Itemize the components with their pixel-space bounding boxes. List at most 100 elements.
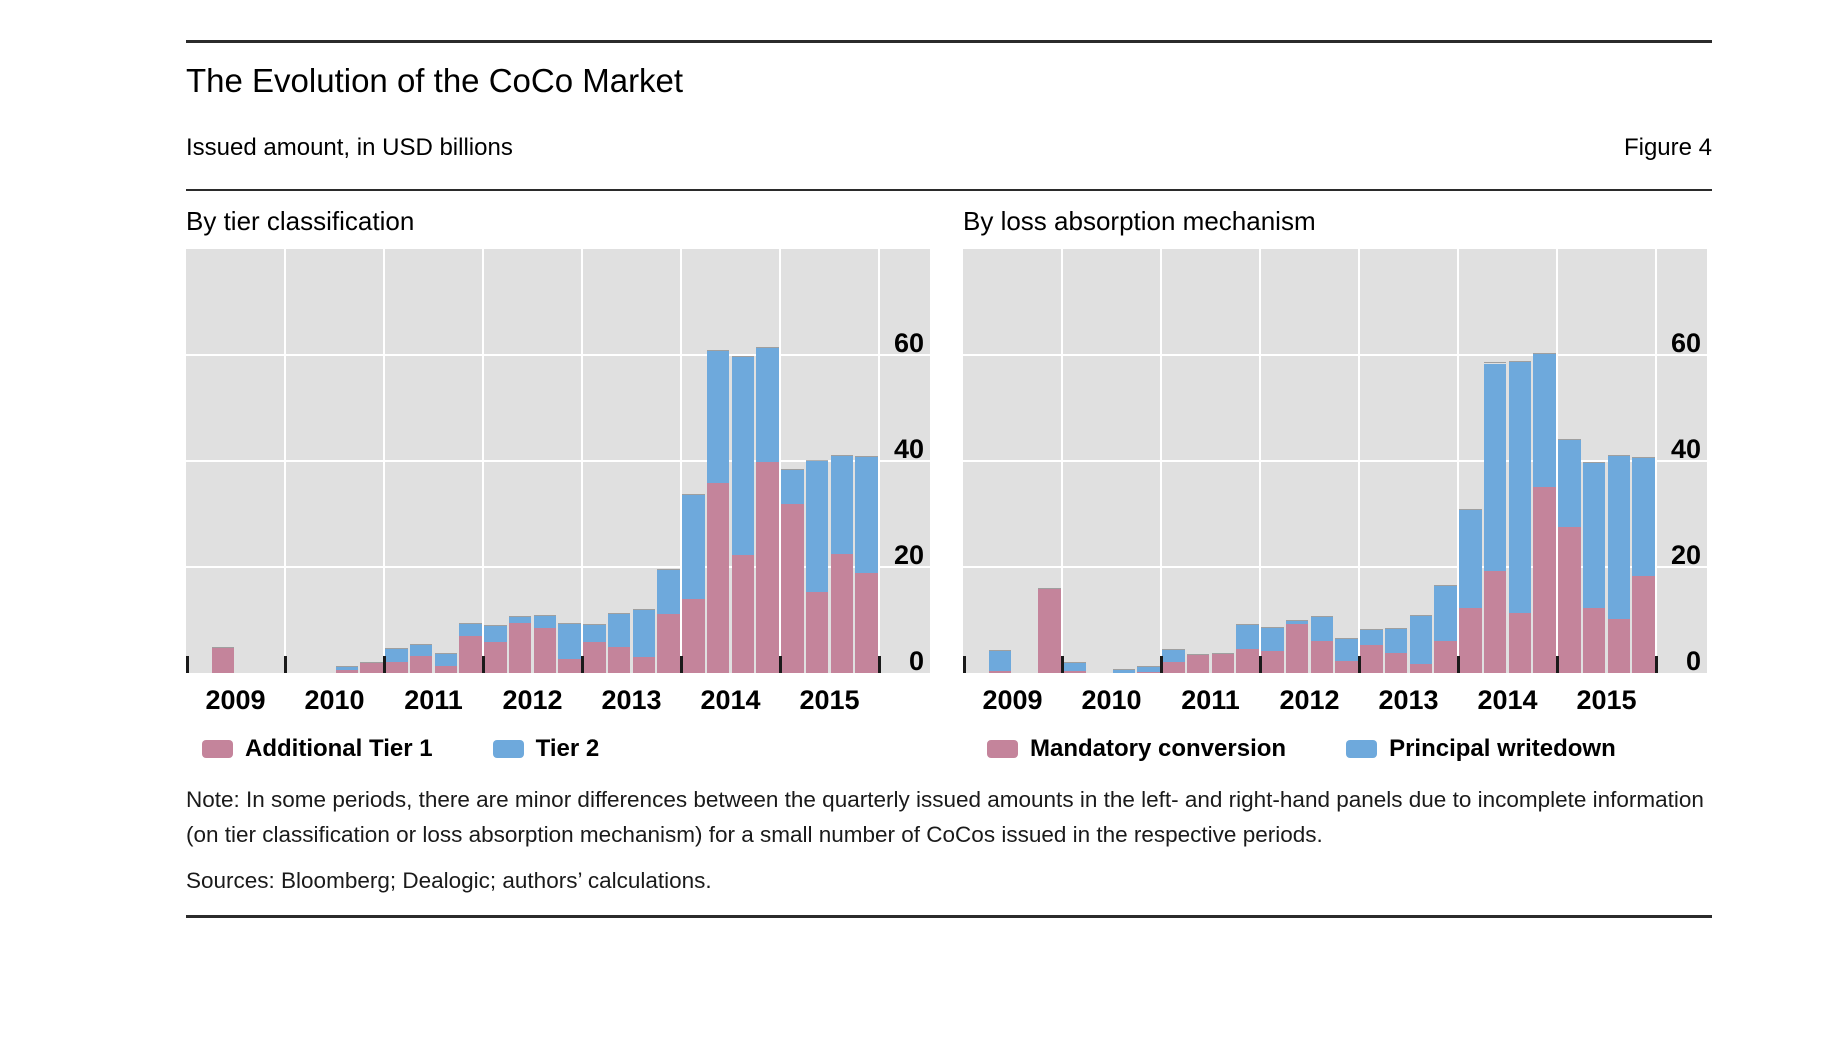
bar-segment-blue	[731, 356, 755, 555]
figure-subtitle: Issued amount, in USD billions	[186, 134, 513, 161]
bar-stack	[1459, 508, 1482, 673]
bar-stack	[1483, 362, 1507, 673]
x-axis-tick	[679, 656, 683, 673]
bar-stack	[1310, 616, 1334, 673]
bar-segment-pink	[805, 592, 829, 673]
bar-segment-blue	[855, 456, 878, 573]
bar-segment-blue	[484, 626, 507, 642]
bar-segment-pink	[459, 636, 482, 673]
bar-segment-pink	[1335, 660, 1358, 673]
legend-swatch-principal-writedown	[1346, 740, 1378, 758]
bar-segment-pink	[434, 666, 458, 673]
bar-segment-blue	[632, 609, 656, 658]
gridline-vertical	[1358, 249, 1360, 673]
bar-segment-pink	[1137, 671, 1160, 673]
x-year-label: 2011	[1181, 685, 1240, 715]
bar-segment-blue	[756, 348, 779, 462]
bar-segment-pink	[1459, 607, 1482, 673]
gridline-horizontal	[186, 460, 930, 462]
bar-segment-blue	[682, 494, 705, 599]
x-axis-tick	[1456, 656, 1460, 673]
gridline-horizontal	[963, 566, 1707, 568]
bar-stack	[409, 644, 433, 673]
bar-segment-blue	[1360, 630, 1383, 645]
gridline-vertical	[581, 249, 583, 673]
y-tick-label: 0	[908, 646, 924, 676]
bar-segment-pink	[1434, 640, 1457, 673]
bar-stack	[434, 652, 458, 673]
gridline-vertical	[878, 249, 880, 673]
x-axis-tick	[1654, 656, 1658, 673]
bar-segment-blue	[1112, 669, 1136, 673]
legend-label: Principal writedown	[1389, 735, 1616, 762]
bar-segment-blue	[1409, 616, 1433, 664]
gridline-vertical	[1556, 249, 1558, 673]
bar-stack	[731, 355, 755, 673]
figure-title: The Evolution of the CoCo Market	[186, 62, 684, 99]
bar-segment-pink	[360, 662, 383, 673]
bar-stack	[1063, 662, 1086, 673]
bar-stack	[1261, 626, 1284, 673]
bar-stack	[1285, 620, 1309, 673]
bar-stack	[1508, 361, 1532, 673]
bar-stack	[1236, 623, 1259, 673]
bar-segment-blue	[583, 625, 606, 643]
bar-segment-blue	[1236, 624, 1259, 650]
bar-segment-blue	[434, 653, 458, 667]
figure-sources: Sources: Bloomberg; Dealogic; authors’ c…	[186, 868, 712, 893]
bar-stack	[607, 612, 631, 673]
x-axis-tick	[877, 656, 881, 673]
legend-label: Tier 2	[535, 735, 600, 762]
bar-segment-blue	[1459, 509, 1482, 608]
subtitle-row: Issued amount, in USD billions Figure 4	[186, 134, 1712, 162]
x-year-label: 2013	[1378, 685, 1439, 715]
bar-segment-pink	[1038, 588, 1061, 673]
bar-stack	[360, 661, 383, 673]
x-axis-tick	[283, 656, 287, 673]
y-tick-label: 40	[893, 434, 924, 464]
bar-segment-blue	[1310, 617, 1334, 642]
bar-segment-blue	[1632, 458, 1655, 577]
gridline-vertical	[284, 249, 286, 673]
bar-stack	[1632, 457, 1655, 673]
bar-segment-pink	[1063, 670, 1086, 673]
bar-stack	[1186, 653, 1210, 673]
bar-segment-pink	[211, 648, 235, 673]
bar-segment-pink	[1360, 644, 1383, 673]
bar-segment-pink	[1186, 654, 1210, 673]
legend-swatch-tier-2	[492, 740, 524, 758]
y-tick-label: 0	[1685, 646, 1701, 676]
x-year-label: 2013	[601, 685, 662, 715]
bar-segment-pink	[1310, 641, 1334, 673]
x-axis-tick	[1060, 656, 1064, 673]
x-year-label: 2014	[700, 685, 761, 715]
bar-segment-pink	[756, 461, 779, 673]
top-rule	[186, 40, 1712, 43]
bar-segment-pink	[632, 657, 656, 673]
bar-stack	[855, 455, 878, 673]
bar-segment-blue	[1582, 463, 1606, 608]
bar-segment-blue	[657, 570, 680, 614]
bar-segment-blue	[1137, 666, 1160, 672]
bar-stack	[988, 649, 1012, 673]
x-year-label: 2011	[404, 685, 463, 715]
x-year-label: 2009	[982, 685, 1043, 715]
bar-stack	[385, 648, 408, 673]
legend-item: Additional Tier 1	[202, 735, 433, 763]
bar-segment-pink	[1211, 654, 1235, 673]
bar-segment-pink	[1533, 486, 1556, 673]
x-axis-tick	[963, 656, 966, 673]
bar-segment-blue	[533, 615, 557, 629]
x-axis-tick	[186, 656, 189, 673]
bar-segment-pink	[1607, 619, 1631, 673]
bar-segment-blue	[1483, 363, 1507, 572]
bar-stack	[533, 614, 557, 673]
legend-item: Tier 2	[492, 735, 600, 763]
bar-stack	[1558, 438, 1581, 673]
gridline-vertical	[1160, 249, 1162, 673]
bar-segment-pink	[781, 503, 804, 673]
figure-note: Note: In some periods, there are minor d…	[186, 787, 1704, 847]
bar-segment-blue	[1607, 456, 1631, 620]
bar-segment-blue	[1261, 627, 1284, 652]
